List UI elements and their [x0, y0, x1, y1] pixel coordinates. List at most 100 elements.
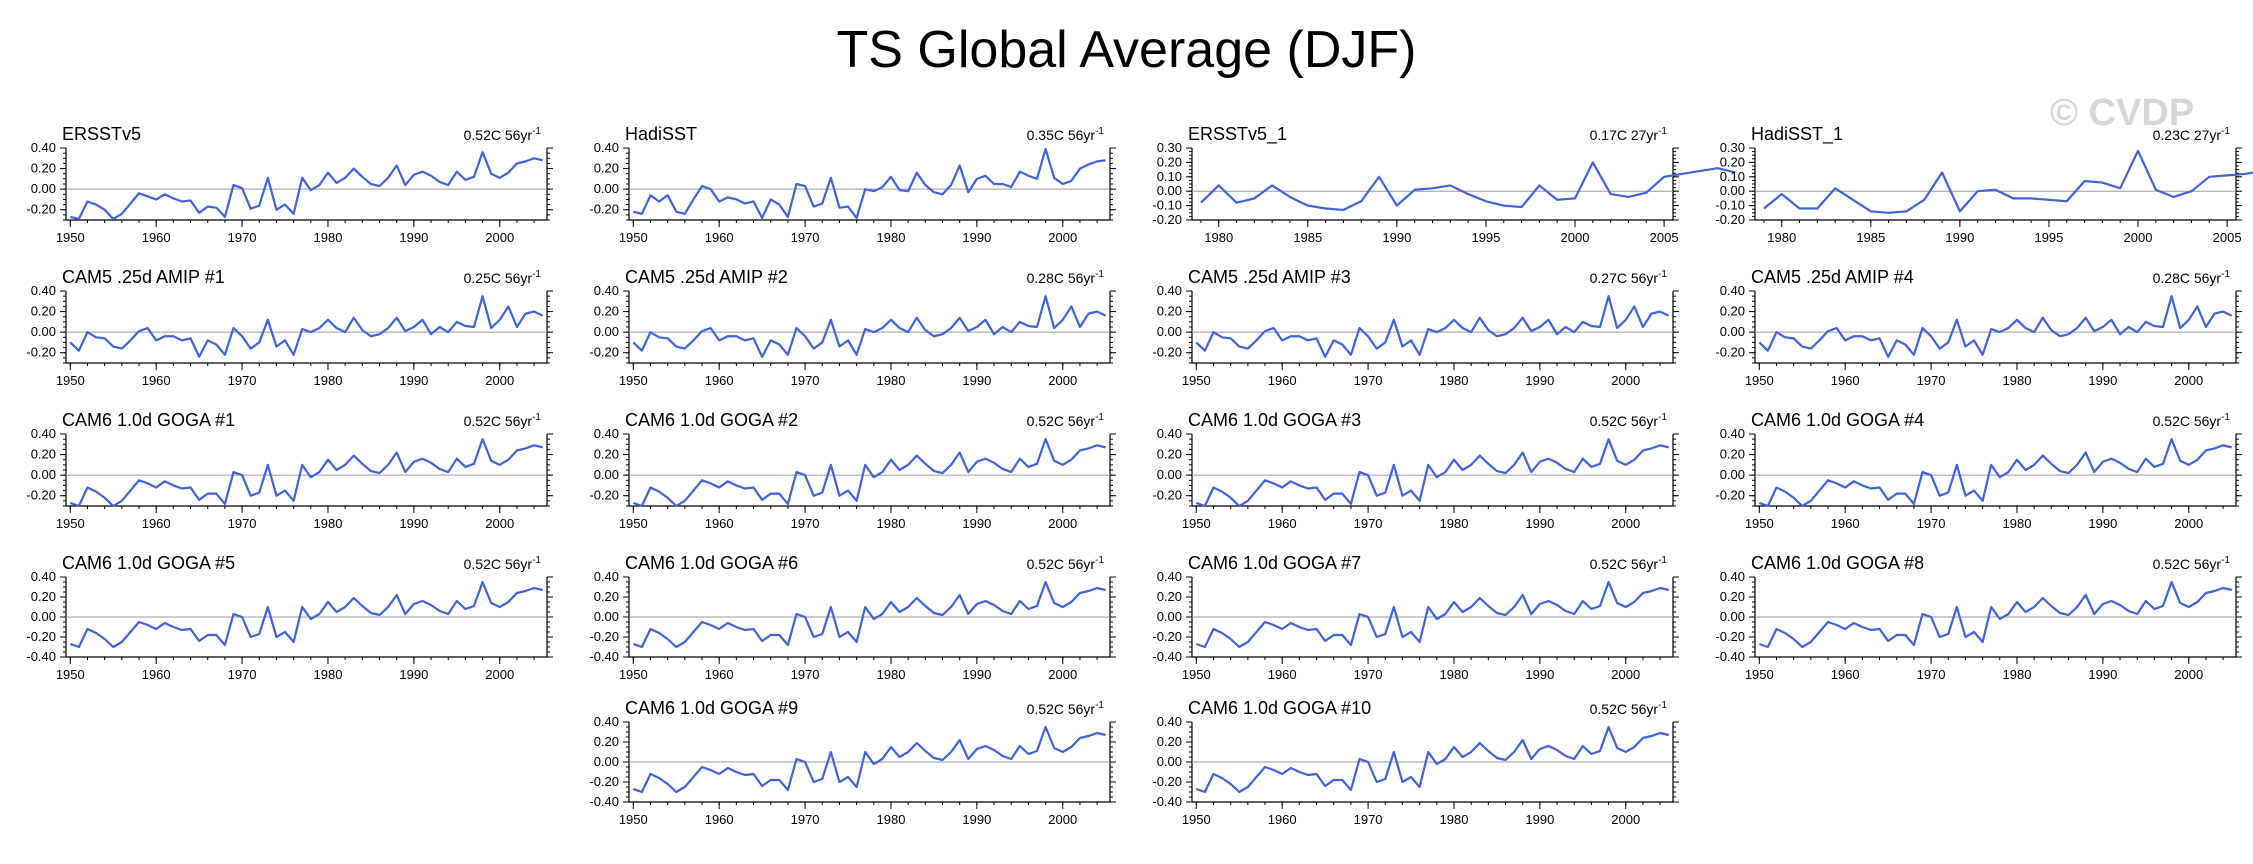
trend-exponent: -1 [532, 269, 541, 280]
y-tick-label: 0.40 [1720, 569, 1745, 584]
x-tick-label: 1990 [399, 667, 428, 682]
x-tick-label: 1970 [1917, 516, 1946, 531]
y-tick-label: -0.20 [26, 202, 56, 217]
x-tick-label: 2000 [2174, 373, 2203, 388]
panel-trend: 0.52C 56yr-1 [464, 126, 542, 143]
y-tick-label: 0.20 [594, 161, 619, 176]
series-line [1758, 580, 2232, 649]
x-tick-label: 1985 [1293, 230, 1322, 245]
x-tick-label: 1970 [1917, 667, 1946, 682]
panel-trend: 0.52C 56yr-1 [1027, 412, 1105, 429]
trend-exponent: -1 [2221, 412, 2230, 423]
x-tick-label: 1980 [877, 516, 906, 531]
x-tick-label: 2000 [1611, 812, 1640, 827]
x-tick-label: 1970 [228, 373, 257, 388]
y-tick-label: 0.20 [31, 589, 56, 604]
x-tick-label: 1960 [705, 373, 734, 388]
x-tick-label: 1980 [1440, 373, 1469, 388]
trend-exponent: -1 [1658, 412, 1667, 423]
x-tick-label: 1960 [142, 667, 171, 682]
x-tick-label: 1950 [1745, 373, 1774, 388]
y-tick-label: -0.20 [589, 345, 619, 360]
y-tick-label: -0.10 [1152, 198, 1182, 213]
y-tick-label: 0.00 [31, 324, 56, 339]
y-tick-label: -0.10 [1715, 198, 1745, 213]
y-tick-label: 0.00 [594, 324, 619, 339]
x-tick-label: 1960 [142, 516, 171, 531]
x-tick-label: 1980 [1440, 812, 1469, 827]
x-tick-label: 1990 [399, 373, 428, 388]
x-tick-label: 1950 [619, 230, 648, 245]
trend-exponent: -1 [2221, 555, 2230, 566]
x-tick-label: 2000 [1611, 373, 1640, 388]
x-tick-label: 1980 [1440, 516, 1469, 531]
x-tick-label: 1950 [1182, 812, 1211, 827]
y-tick-label: 0.00 [1157, 609, 1182, 624]
panel-trend: 0.35C 56yr-1 [1027, 126, 1105, 143]
series-line [69, 580, 543, 649]
x-tick-label: 1990 [2088, 667, 2117, 682]
y-tick-label: -0.20 [1152, 212, 1182, 227]
y-tick-label: -0.20 [589, 202, 619, 217]
y-tick-label: 0.40 [31, 140, 56, 155]
y-tick-label: 0.20 [1157, 734, 1182, 749]
x-tick-label: 1950 [619, 667, 648, 682]
x-tick-label: 2000 [1561, 230, 1590, 245]
y-tick-label: -0.20 [1152, 774, 1182, 789]
x-tick-label: 2000 [1048, 516, 1077, 531]
trend-exponent: -1 [2221, 269, 2230, 280]
x-tick-label: 2000 [2174, 667, 2203, 682]
y-tick-label: 0.20 [31, 161, 56, 176]
panel-trend: 0.27C 56yr-1 [1590, 269, 1668, 286]
y-tick-label: 0.40 [594, 714, 619, 729]
x-tick-label: 1970 [791, 667, 820, 682]
x-tick-label: 2000 [1611, 516, 1640, 531]
x-tick-label: 1970 [791, 516, 820, 531]
x-tick-label: 1950 [619, 812, 648, 827]
series-line [1195, 580, 1669, 649]
y-tick-label: 0.40 [31, 283, 56, 298]
x-tick-label: 1980 [877, 230, 906, 245]
y-tick-label: -0.20 [1715, 488, 1745, 503]
x-tick-label: 2005 [1650, 230, 1679, 245]
x-tick-label: 1950 [56, 373, 85, 388]
cvdp-watermark: © CVDP [2050, 92, 2195, 134]
y-tick-label: 0.40 [1720, 426, 1745, 441]
x-tick-label: 1990 [399, 230, 428, 245]
series-line [1195, 725, 1669, 794]
y-tick-label: -0.20 [1715, 212, 1745, 227]
x-tick-label: 1970 [228, 516, 257, 531]
y-tick-label: 0.20 [1720, 154, 1745, 169]
panel-title: ERSSTv5 [62, 124, 141, 144]
x-tick-label: 1980 [2003, 667, 2032, 682]
x-tick-label: 1990 [962, 516, 991, 531]
x-tick-label: 1990 [2088, 373, 2117, 388]
x-tick-label: 1950 [56, 667, 85, 682]
series-line [1763, 149, 2253, 214]
y-tick-label: 0.00 [1157, 754, 1182, 769]
x-tick-label: 1990 [962, 812, 991, 827]
panel-title: CAM6 1.0d GOGA #5 [62, 553, 235, 573]
panel-title: CAM6 1.0d GOGA #7 [1188, 553, 1361, 573]
x-tick-label: 1960 [1831, 667, 1860, 682]
y-tick-label: 0.20 [1157, 447, 1182, 462]
panel-trend: 0.52C 56yr-1 [1027, 700, 1105, 717]
x-tick-label: 1960 [1831, 516, 1860, 531]
x-tick-label: 1990 [962, 230, 991, 245]
x-tick-label: 1980 [877, 812, 906, 827]
y-tick-label: -0.20 [1152, 488, 1182, 503]
x-tick-label: 1970 [1354, 667, 1383, 682]
x-tick-label: 1990 [2088, 516, 2117, 531]
x-tick-label: 1995 [1471, 230, 1500, 245]
x-tick-label: 1960 [1268, 516, 1297, 531]
y-tick-label: -0.40 [589, 794, 619, 809]
x-tick-label: 2000 [2174, 516, 2203, 531]
x-tick-label: 1980 [314, 373, 343, 388]
